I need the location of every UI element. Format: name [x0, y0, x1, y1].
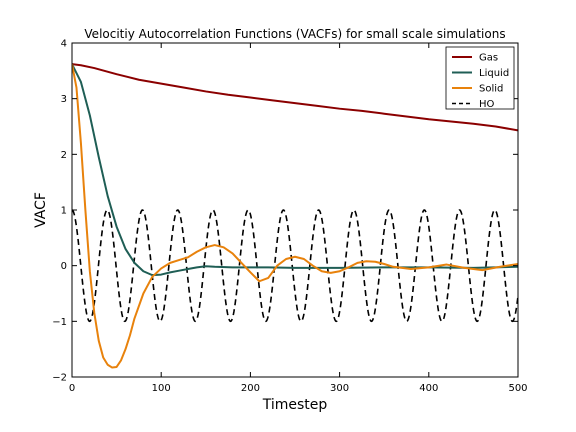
x-tick-label: 0 [69, 383, 75, 394]
x-axis-title: Timestep [262, 397, 328, 413]
y-axis-title: VACF [33, 192, 49, 228]
legend-frame [445, 46, 515, 110]
legend-label-ho: HO [479, 99, 495, 110]
y-tick-label: 3 [61, 94, 67, 105]
x-tick-label: 300 [330, 383, 349, 394]
plot-area [72, 63, 518, 369]
axis-ticks: 0 100 200 300 400 500 −2 −1 0 1 2 3 4 [52, 39, 527, 395]
series-line-liquid [72, 63, 518, 277]
y-tick-label: 1 [61, 206, 67, 217]
x-tick-label: 100 [152, 383, 171, 394]
x-tick-label: 500 [508, 383, 527, 394]
legend-label-gas: Gas [479, 53, 498, 64]
series-line-gas [72, 63, 518, 132]
chart-title: Velocitiy Autocorrelation Functions (VAC… [84, 27, 505, 41]
y-tick-label: 4 [61, 39, 67, 50]
legend-label-liquid: Liquid [479, 68, 509, 79]
y-tick-label: 0 [61, 261, 67, 272]
legend-label-solid: Solid [479, 84, 503, 95]
y-tick-label: 2 [61, 150, 67, 161]
y-tick-label: −2 [52, 373, 67, 384]
y-tick-label: −1 [52, 317, 67, 328]
legend: Gas Liquid Solid HO [445, 46, 515, 110]
x-tick-label: 400 [419, 383, 438, 394]
x-tick-label: 200 [241, 383, 260, 394]
series-line-ho [72, 209, 518, 323]
series-line-solid [72, 63, 518, 369]
